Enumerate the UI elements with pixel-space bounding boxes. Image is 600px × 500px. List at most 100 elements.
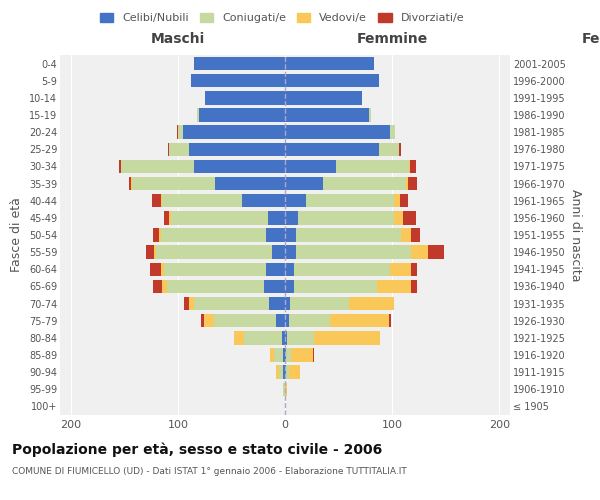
Bar bbox=[330, 314, 389, 328]
Bar bbox=[161, 228, 266, 241]
Bar bbox=[394, 211, 403, 224]
Bar bbox=[131, 177, 132, 190]
Bar bbox=[158, 228, 161, 241]
Bar bbox=[394, 194, 400, 207]
Bar bbox=[409, 160, 410, 173]
Bar bbox=[152, 194, 161, 207]
Bar bbox=[194, 57, 285, 70]
Bar bbox=[199, 108, 285, 122]
Y-axis label: Fasce di età: Fasce di età bbox=[10, 198, 23, 272]
Bar bbox=[269, 297, 285, 310]
Bar bbox=[292, 348, 313, 362]
Bar bbox=[128, 177, 131, 190]
Bar bbox=[377, 280, 412, 293]
Bar bbox=[287, 331, 314, 344]
Bar bbox=[401, 228, 412, 241]
Bar bbox=[270, 348, 274, 362]
Y-axis label: Anni di nascita: Anni di nascita bbox=[569, 188, 583, 281]
Bar bbox=[154, 246, 157, 259]
Bar bbox=[313, 348, 314, 362]
Bar bbox=[242, 194, 285, 207]
Bar bbox=[178, 126, 183, 139]
Bar bbox=[285, 177, 323, 190]
Bar bbox=[293, 280, 377, 293]
Bar bbox=[285, 142, 379, 156]
Bar bbox=[161, 262, 164, 276]
Bar bbox=[285, 57, 374, 70]
Bar bbox=[177, 126, 178, 139]
Bar bbox=[197, 108, 199, 122]
Bar bbox=[398, 142, 401, 156]
Bar bbox=[314, 331, 380, 344]
Bar bbox=[277, 314, 285, 328]
Bar bbox=[390, 126, 395, 139]
Bar bbox=[337, 160, 409, 173]
Bar bbox=[408, 177, 417, 190]
Bar bbox=[203, 314, 214, 328]
Bar bbox=[285, 228, 296, 241]
Bar bbox=[298, 211, 394, 224]
Bar bbox=[285, 246, 296, 259]
Bar bbox=[285, 126, 390, 139]
Bar bbox=[286, 366, 289, 379]
Bar bbox=[412, 228, 420, 241]
Bar bbox=[285, 382, 287, 396]
Bar bbox=[153, 228, 158, 241]
Bar bbox=[283, 348, 285, 362]
Bar bbox=[296, 228, 401, 241]
Bar bbox=[285, 74, 379, 88]
Bar bbox=[390, 262, 412, 276]
Bar bbox=[214, 314, 277, 328]
Bar bbox=[194, 160, 285, 173]
Bar bbox=[285, 108, 368, 122]
Bar bbox=[307, 194, 394, 207]
Bar bbox=[146, 246, 154, 259]
Bar bbox=[389, 314, 391, 328]
Bar bbox=[289, 314, 330, 328]
Bar bbox=[285, 297, 290, 310]
Bar bbox=[188, 142, 285, 156]
Bar bbox=[290, 297, 349, 310]
Bar bbox=[285, 262, 293, 276]
Bar bbox=[285, 314, 289, 328]
Bar bbox=[427, 246, 443, 259]
Bar bbox=[169, 211, 172, 224]
Bar bbox=[164, 262, 266, 276]
Bar bbox=[268, 211, 285, 224]
Bar bbox=[150, 262, 161, 276]
Bar bbox=[283, 366, 285, 379]
Bar bbox=[184, 297, 188, 310]
Bar bbox=[215, 177, 285, 190]
Bar bbox=[286, 348, 292, 362]
Bar bbox=[244, 331, 282, 344]
Bar bbox=[162, 194, 242, 207]
Bar bbox=[285, 211, 298, 224]
Bar bbox=[274, 348, 283, 362]
Bar bbox=[285, 366, 286, 379]
Bar bbox=[191, 74, 285, 88]
Bar bbox=[379, 142, 398, 156]
Bar bbox=[412, 280, 417, 293]
Bar bbox=[285, 348, 286, 362]
Bar bbox=[323, 177, 406, 190]
Text: Maschi: Maschi bbox=[151, 32, 205, 46]
Bar bbox=[205, 91, 285, 104]
Bar bbox=[282, 331, 285, 344]
Bar bbox=[349, 297, 394, 310]
Bar bbox=[272, 246, 285, 259]
Bar bbox=[162, 280, 167, 293]
Bar bbox=[132, 177, 215, 190]
Bar bbox=[202, 314, 203, 328]
Bar bbox=[167, 280, 263, 293]
Bar bbox=[285, 280, 293, 293]
Bar bbox=[266, 228, 285, 241]
Text: Popolazione per età, sesso e stato civile - 2006: Popolazione per età, sesso e stato civil… bbox=[12, 442, 382, 457]
Bar bbox=[285, 331, 287, 344]
Bar bbox=[153, 280, 162, 293]
Bar bbox=[285, 91, 362, 104]
Bar bbox=[169, 142, 188, 156]
Bar bbox=[119, 160, 121, 173]
Bar bbox=[278, 366, 283, 379]
Legend: Celibi/Nubili, Coniugati/e, Vedovi/e, Divorziati/e: Celibi/Nubili, Coniugati/e, Vedovi/e, Di… bbox=[95, 8, 469, 28]
Text: Femmine: Femmine bbox=[581, 32, 600, 46]
